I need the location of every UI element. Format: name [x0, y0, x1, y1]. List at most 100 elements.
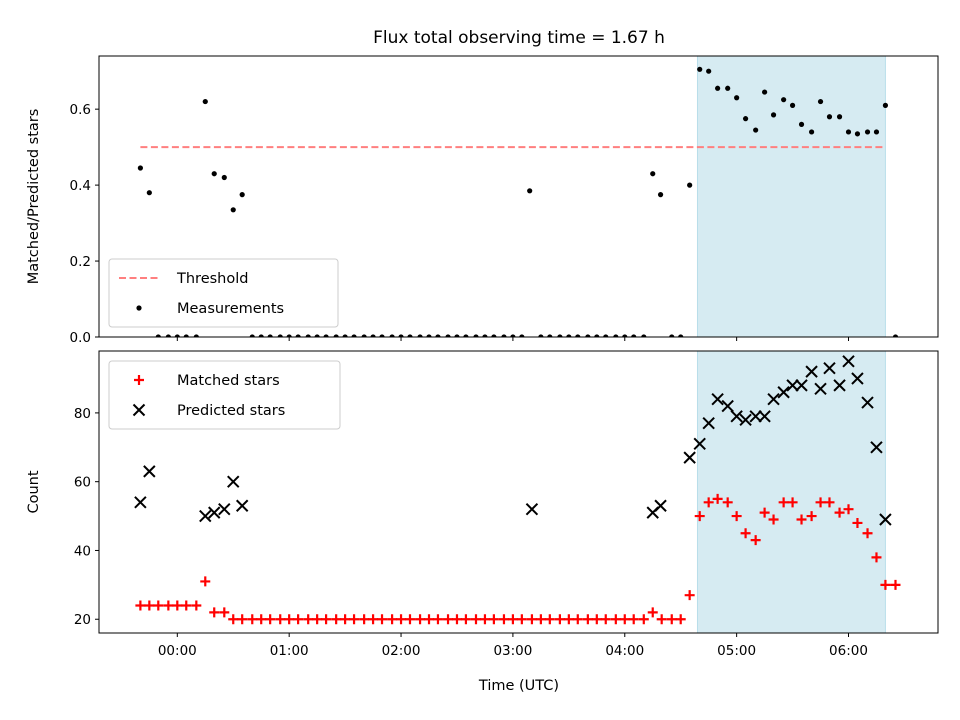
bottom-matched-stars-point: [303, 614, 314, 625]
top-measurements-point: [249, 334, 255, 337]
top-measurements-point: [323, 334, 329, 337]
bottom-matched-stars-point: [843, 504, 854, 515]
top-measurements-point: [482, 334, 488, 337]
bottom-matched-stars-point: [806, 511, 817, 522]
bottom-matched-stars-point: [312, 614, 323, 625]
bottom-matched-stars-point: [387, 614, 398, 625]
bottom-matched-stars-point: [862, 528, 873, 539]
top-measurements-point: [613, 334, 619, 337]
bottom-matched-stars-point: [432, 614, 443, 625]
bottom-y-tick-label: 80: [74, 406, 91, 422]
bottom-matched-stars-point: [796, 514, 807, 525]
bottom-matched-stars-point: [824, 497, 835, 508]
bottom-predicted-stars-point: [861, 396, 874, 409]
bottom-matched-stars-point: [815, 497, 826, 508]
chart-title: Flux total observing time = 1.67 h: [373, 28, 665, 48]
top-panel: 0.0 0.2 0.4 0.6 Matched/Predicted stars Thres…: [26, 55, 939, 346]
bottom-y-axis-label: Count: [26, 470, 42, 513]
x-tick-label: 00:00: [158, 643, 197, 659]
bottom-highlight-span: [696, 350, 886, 634]
bottom-predicted-stars-point: [805, 365, 818, 378]
bottom-data-layer: [134, 355, 901, 625]
bottom-y-tick-label: 60: [74, 475, 91, 491]
top-measurements-point: [510, 334, 516, 337]
bottom-predicted-stars-point: [879, 513, 892, 526]
top-measurements-point: [239, 192, 245, 198]
top-measurements-point: [211, 171, 217, 177]
top-measurements-point: [379, 334, 385, 337]
top-measurements-point: [715, 85, 721, 91]
bottom-predicted-stars-point: [721, 399, 734, 413]
bottom-matched-stars-point: [424, 614, 435, 625]
bottom-matched-stars-point: [275, 614, 286, 625]
top-measurements-point: [314, 334, 320, 337]
top-measurements-point: [417, 334, 423, 337]
top-measurements-point: [789, 102, 796, 108]
bottom-predicted-stars-point: [851, 372, 864, 385]
bottom-predicted-stars-point: [208, 506, 221, 519]
bottom-matched-stars-point: [377, 614, 388, 625]
bottom-matched-stars-point: [712, 493, 723, 504]
bottom-matched-stars-point: [396, 614, 407, 625]
top-measurements-point: [641, 334, 647, 337]
top-measurements-point: [845, 129, 852, 135]
top-measurements-point: [155, 334, 161, 337]
top-measurements-point: [594, 334, 600, 337]
x-tick-label: 05:00: [717, 643, 756, 659]
top-measurements-point: [781, 97, 787, 103]
top-measurements-point: [193, 334, 199, 337]
bottom-predicted-stars-point: [758, 410, 771, 423]
bottom-matched-stars-point: [507, 614, 518, 625]
x-tick-label: 04:00: [605, 643, 644, 659]
bottom-matched-stars-point: [470, 614, 481, 625]
bottom-matched-stars-point: [880, 579, 891, 590]
top-measurements-point: [463, 334, 469, 337]
x-tick-label: 06:00: [829, 643, 868, 659]
bottom-y-tick-label: 40: [74, 543, 91, 559]
top-measurements-point: [286, 334, 292, 337]
top-measurements-point: [882, 102, 889, 108]
top-measurements-point: [725, 85, 731, 91]
bottom-matched-stars-point: [265, 614, 276, 625]
bottom-matched-stars-point: [479, 614, 490, 625]
bottom-matched-stars-point: [191, 600, 202, 611]
bottom-matched-stars-point: [684, 590, 695, 601]
bottom-matched-stars-point: [228, 614, 239, 625]
bottom-matched-stars-point: [890, 579, 901, 590]
bottom-matched-stars-point: [703, 497, 714, 508]
top-measurements-point: [566, 334, 572, 337]
bottom-matched-stars-point: [284, 614, 295, 625]
bottom-matched-stars-point: [153, 600, 164, 611]
top-measurements-point: [864, 129, 871, 135]
bottom-matched-stars-point: [675, 614, 686, 625]
bottom-matched-stars-point: [768, 514, 779, 525]
top-measurements-point: [762, 89, 768, 95]
bottom-matched-stars-point: [740, 528, 751, 539]
top-measurements-point: [585, 334, 591, 337]
top-measurements-point: [734, 95, 740, 101]
bottom-predicted-stars-point: [842, 355, 855, 368]
bottom-predicted-stars-point: [786, 379, 799, 392]
bottom-predicted-stars-point: [683, 451, 696, 464]
bottom-matched-stars-point: [172, 600, 183, 611]
bottom-matched-stars-point: [834, 507, 845, 518]
top-measurements-point: [557, 334, 563, 337]
top-measurements-point: [826, 114, 833, 120]
top-measurements-point: [892, 334, 899, 337]
top-measurements-point: [697, 66, 703, 72]
bottom-matched-stars-point: [554, 614, 565, 625]
bottom-predicted-stars-point: [143, 465, 156, 478]
bottom-matched-stars-point: [247, 614, 258, 625]
top-measurements-point: [221, 174, 227, 181]
bottom-matched-stars-point: [368, 614, 379, 625]
bottom-matched-stars-point: [349, 614, 360, 625]
top-highlight-span: [696, 55, 886, 338]
top-measurements-point: [305, 334, 311, 337]
bottom-matched-stars-point: [293, 614, 304, 625]
bottom-predicted-stars-point: [833, 379, 846, 392]
top-measurements-point: [817, 98, 824, 105]
top-measurements-point: [454, 334, 460, 337]
bottom-predicted-stars-point: [814, 382, 827, 396]
bottom-matched-stars-point: [451, 614, 462, 625]
